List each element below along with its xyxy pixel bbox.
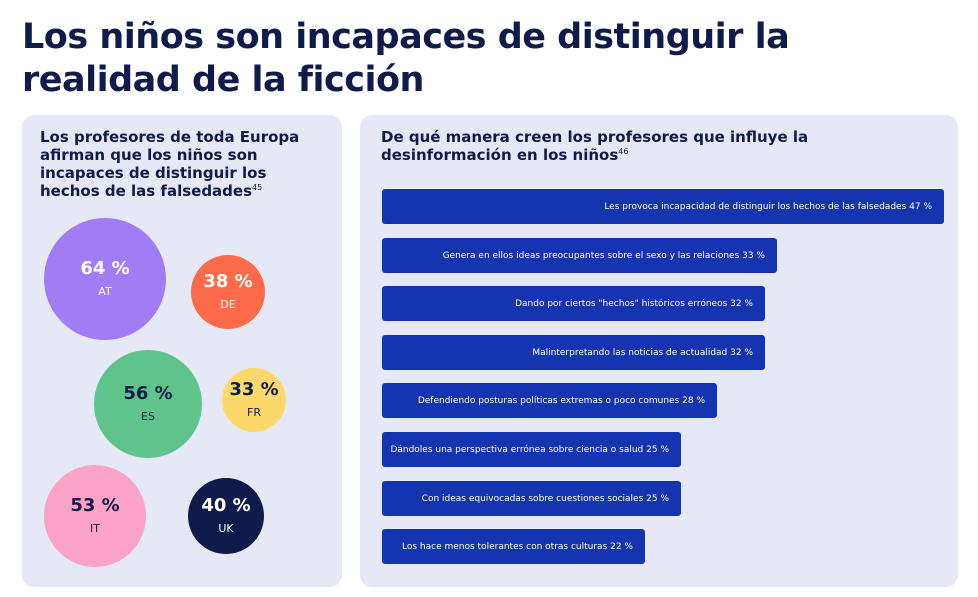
bar: Genera en ellos ideas preocupantes sobre… — [382, 238, 777, 273]
bubble-country: AT — [98, 285, 112, 298]
bar: Dándoles una perspectiva errónea sobre c… — [382, 432, 681, 467]
left-panel-heading-text: Los profesores de toda Europa afirman qu… — [40, 128, 300, 200]
bar: Dando por ciertos "hechos" históricos er… — [382, 286, 765, 321]
bar-label: Con ideas equivocadas sobre cuestiones s… — [421, 493, 669, 504]
bar: Les provoca incapacidad de distinguir lo… — [382, 189, 944, 224]
bubble-country: FR — [247, 406, 261, 419]
bubble-uk: 40 % UK — [188, 478, 264, 554]
bar-label: Malinterpretando las noticias de actuali… — [532, 347, 753, 358]
right-panel-heading-text: De qué manera creen los profesores que i… — [381, 128, 809, 164]
bubble-country: ES — [141, 410, 155, 423]
bar-label: Les provoca incapacidad de distinguir lo… — [604, 201, 932, 212]
right-panel-footnote: 46 — [618, 147, 629, 156]
bar-label: Dándoles una perspectiva errónea sobre c… — [390, 444, 669, 455]
left-panel-footnote: 45 — [252, 183, 263, 192]
bar: Defendiendo posturas políticas extremas … — [382, 383, 717, 418]
bubble-country: UK — [218, 522, 234, 535]
bubble-country: DE — [220, 298, 236, 311]
influence-panel: De qué manera creen los profesores que i… — [360, 115, 958, 587]
bubble-value: 38 % — [203, 271, 253, 292]
bubble-it: 53 % IT — [44, 465, 146, 567]
bar-label: Dando por ciertos "hechos" históricos er… — [515, 298, 753, 309]
bar: Malinterpretando las noticias de actuali… — [382, 335, 765, 370]
bar: Los hace menos tolerantes con otras cult… — [382, 529, 645, 564]
bubble-country: IT — [90, 522, 100, 535]
left-panel-heading: Los profesores de toda Europa afirman qu… — [40, 128, 310, 200]
bubble-es: 56 % ES — [94, 350, 202, 458]
bubble-fr: 33 % FR — [222, 368, 286, 432]
bar-label: Defendiendo posturas políticas extremas … — [417, 395, 705, 406]
bubble-value: 56 % — [123, 383, 173, 404]
bubble-value: 64 % — [80, 258, 130, 279]
right-panel-heading: De qué manera creen los profesores que i… — [381, 128, 811, 164]
bubble-value: 33 % — [229, 379, 279, 400]
bubble-value: 40 % — [201, 495, 251, 516]
bubble-value: 53 % — [70, 495, 120, 516]
teachers-by-country-panel: Los profesores de toda Europa afirman qu… — [22, 115, 342, 587]
bar-label: Los hace menos tolerantes con otras cult… — [402, 541, 633, 552]
bar: Con ideas equivocadas sobre cuestiones s… — [382, 481, 681, 516]
bar-label: Genera en ellos ideas preocupantes sobre… — [442, 250, 765, 261]
bubble-de: 38 % DE — [191, 255, 265, 329]
bubble-at: 64 % AT — [44, 218, 166, 340]
page-title: Los niños son incapaces de distinguir la… — [22, 17, 790, 100]
